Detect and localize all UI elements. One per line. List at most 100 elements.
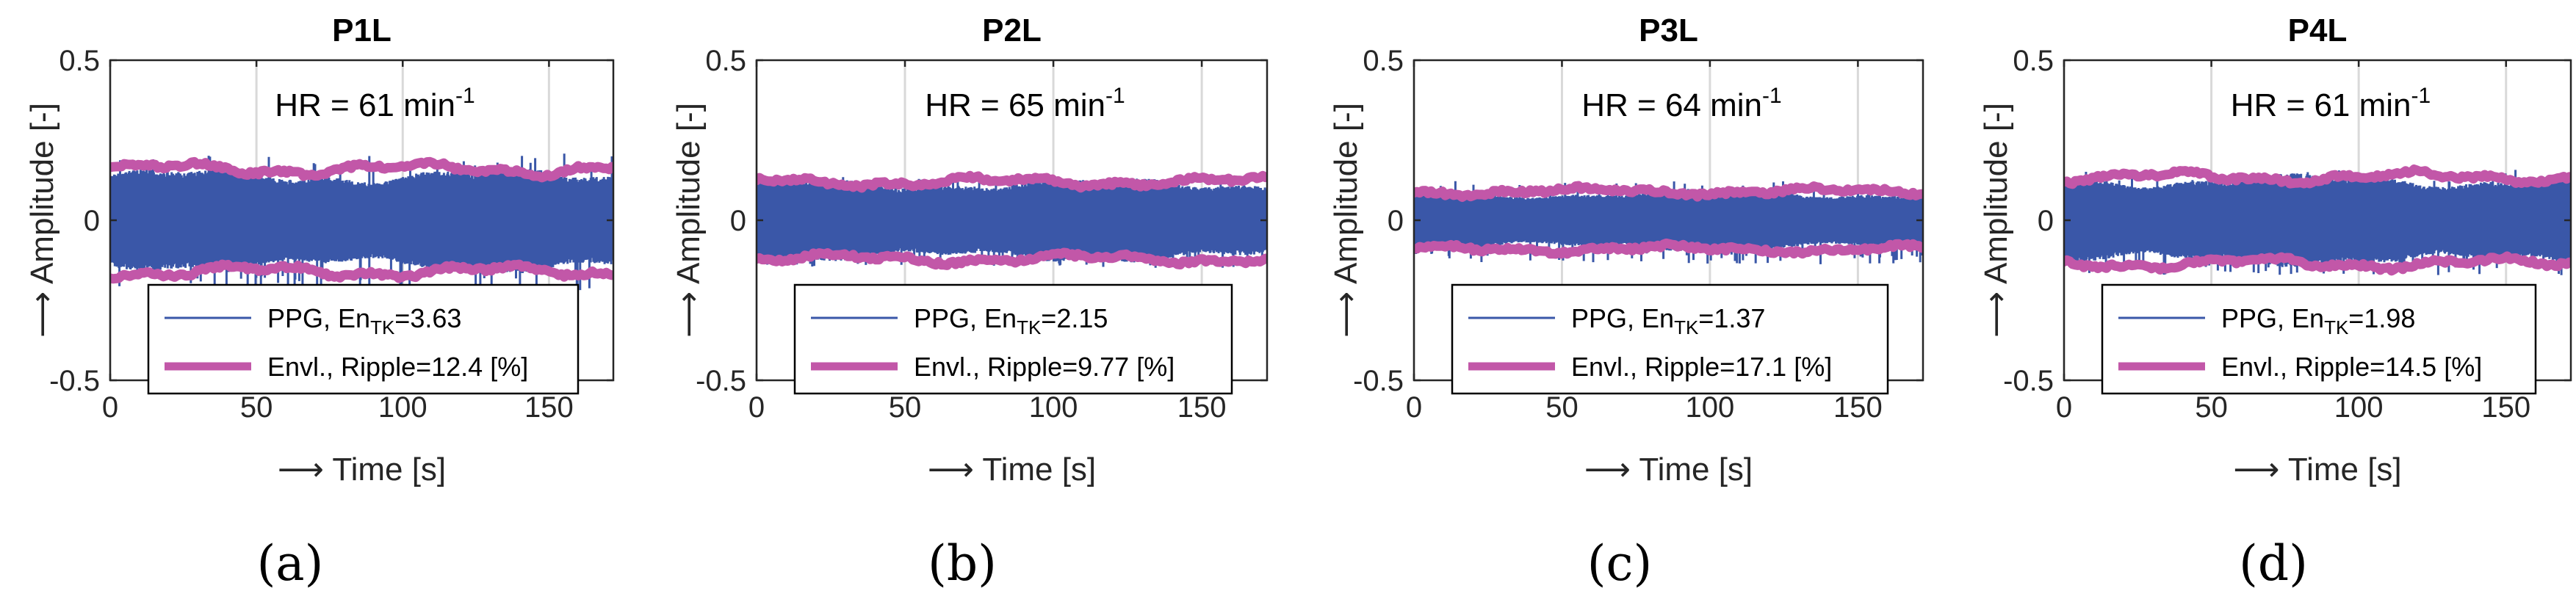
hr-annotation: HR = 64 min-1 (1581, 84, 1781, 123)
chart-title: P4L (2288, 12, 2348, 48)
y-tick-label-1: 0 (1388, 205, 1404, 237)
x-tick-label-2: 100 (2334, 391, 2384, 424)
legend-label-ppg-subscript: TK (2324, 316, 2349, 338)
hr-annotation-text: HR = 65 min (925, 87, 1105, 123)
x-axis-label: ⟶ Time [s] (278, 452, 446, 487)
x-tick-label-3: 150 (524, 391, 574, 424)
ppg-signal (110, 153, 613, 294)
plot-data (2064, 164, 2571, 276)
envelope-upper (110, 156, 613, 183)
envelope-upper (757, 170, 1267, 193)
x-axis-label: ⟶ Time [s] (1584, 452, 1753, 487)
legend-label-ppg-text: PPG, En (1571, 303, 1674, 333)
envelope-upper (1414, 181, 1923, 202)
hr-annotation: HR = 61 min-1 (275, 84, 475, 123)
ppg-signal (2064, 170, 2571, 275)
legend-label-envelope: Envl., Ripple=9.77 [%] (914, 352, 1175, 382)
x-axis-label: ⟶ Time [s] (2233, 452, 2401, 487)
legend-label-ppg: PPG, EnTK=3.63 (267, 303, 461, 338)
legend-box (793, 283, 1233, 395)
legend-label-ppg: PPG, EnTK=1.98 (2221, 303, 2415, 338)
envelope-lower (110, 259, 613, 284)
legend-label-ppg-subscript: TK (1674, 316, 1699, 338)
y-tick-label-1: 0 (84, 205, 100, 237)
envelope-upper (2064, 164, 2571, 189)
chart-title: P1L (332, 12, 392, 48)
envelope-lower (2064, 251, 2571, 276)
y-tick-label-1: 0 (2038, 205, 2054, 237)
plot-data (757, 170, 1267, 270)
x-axis-label: ⟶ Time [s] (928, 452, 1096, 487)
hr-annotation: HR = 65 min-1 (925, 84, 1125, 123)
x-tick-label-2: 100 (1686, 391, 1735, 424)
y-tick-label-2: 0.5 (705, 45, 746, 77)
legend-label-ppg-subscript: TK (1017, 316, 1042, 338)
hr-annotation-text: HR = 64 min (1581, 87, 1762, 123)
y-tick-label-2: 0.5 (2013, 45, 2054, 77)
legend-label-envelope: Envl., Ripple=17.1 [%] (1571, 352, 1832, 382)
x-tick-label-3: 150 (2481, 391, 2530, 424)
hr-annotation-text: HR = 61 min (2231, 87, 2411, 123)
y-axis-label: ⟶ Amplitude [-] (1328, 103, 1364, 338)
y-tick-label-0: -0.5 (1353, 365, 1404, 397)
y-tick-label-2: 0.5 (59, 45, 100, 77)
legend-box (2101, 283, 2537, 395)
x-tick-label-3: 150 (1833, 391, 1883, 424)
x-tick-label-3: 150 (1177, 391, 1227, 424)
hr-annotation-superscript: -1 (1762, 84, 1782, 108)
legend-box (1451, 283, 1889, 395)
envelope-lower (757, 247, 1267, 270)
hr-annotation-superscript: -1 (2411, 84, 2431, 108)
x-tick-label-2: 100 (1029, 391, 1078, 424)
caption-b: (b) (928, 535, 997, 591)
legend-label-ppg-text: PPG, En (2221, 303, 2324, 333)
y-axis-label: ⟶ Amplitude [-] (24, 103, 60, 338)
legend-box (147, 283, 580, 395)
legend-label-ppg-value: =3.63 (394, 303, 461, 333)
envelope-lower (1414, 238, 1923, 259)
y-axis-label: ⟶ Amplitude [-] (671, 103, 707, 338)
x-tick-label-1: 50 (240, 391, 273, 424)
legend-label-ppg-value: =2.15 (1041, 303, 1108, 333)
hr-annotation-text: HR = 61 min (275, 87, 455, 123)
x-tick-label-0: 0 (2056, 391, 2072, 424)
legend-label-ppg: PPG, EnTK=1.37 (1571, 303, 1765, 338)
hr-annotation: HR = 61 min-1 (2231, 84, 2431, 123)
x-tick-label-0: 0 (1406, 391, 1422, 424)
legend-label-ppg-value: =1.98 (2348, 303, 2415, 333)
y-tick-label-0: -0.5 (49, 365, 100, 397)
x-tick-label-1: 50 (2195, 391, 2228, 424)
chart-title: P2L (982, 12, 1042, 48)
legend-label-ppg-text: PPG, En (267, 303, 370, 333)
legend-label-ppg-text: PPG, En (914, 303, 1017, 333)
y-tick-label-1: 0 (730, 205, 746, 237)
y-tick-label-0: -0.5 (696, 365, 746, 397)
legend-label-envelope: Envl., Ripple=14.5 [%] (2221, 352, 2482, 382)
hr-annotation-superscript: -1 (455, 84, 475, 108)
legend-label-envelope: Envl., Ripple=12.4 [%] (267, 352, 528, 382)
x-tick-label-1: 50 (1545, 391, 1579, 424)
plot-data (110, 153, 613, 294)
caption-a: (a) (257, 535, 324, 591)
ppg-signal (1414, 181, 1923, 264)
legend-label-ppg: PPG, EnTK=2.15 (914, 303, 1108, 338)
y-axis-label: ⟶ Amplitude [-] (1978, 103, 2014, 338)
caption-d: (d) (2239, 535, 2308, 591)
legend-label-ppg-value: =1.37 (1698, 303, 1765, 333)
hr-annotation-superscript: -1 (1105, 84, 1125, 108)
chart-title: P3L (1639, 12, 1698, 48)
legend-label-ppg-subscript: TK (370, 316, 395, 338)
ppg-signal (757, 177, 1267, 268)
x-tick-label-0: 0 (102, 391, 118, 424)
y-tick-label-2: 0.5 (1363, 45, 1404, 77)
y-tick-label-0: -0.5 (2003, 365, 2054, 397)
plot-data (1414, 181, 1923, 264)
caption-c: (c) (1587, 535, 1652, 591)
x-tick-label-1: 50 (889, 391, 922, 424)
x-tick-label-2: 100 (378, 391, 427, 424)
